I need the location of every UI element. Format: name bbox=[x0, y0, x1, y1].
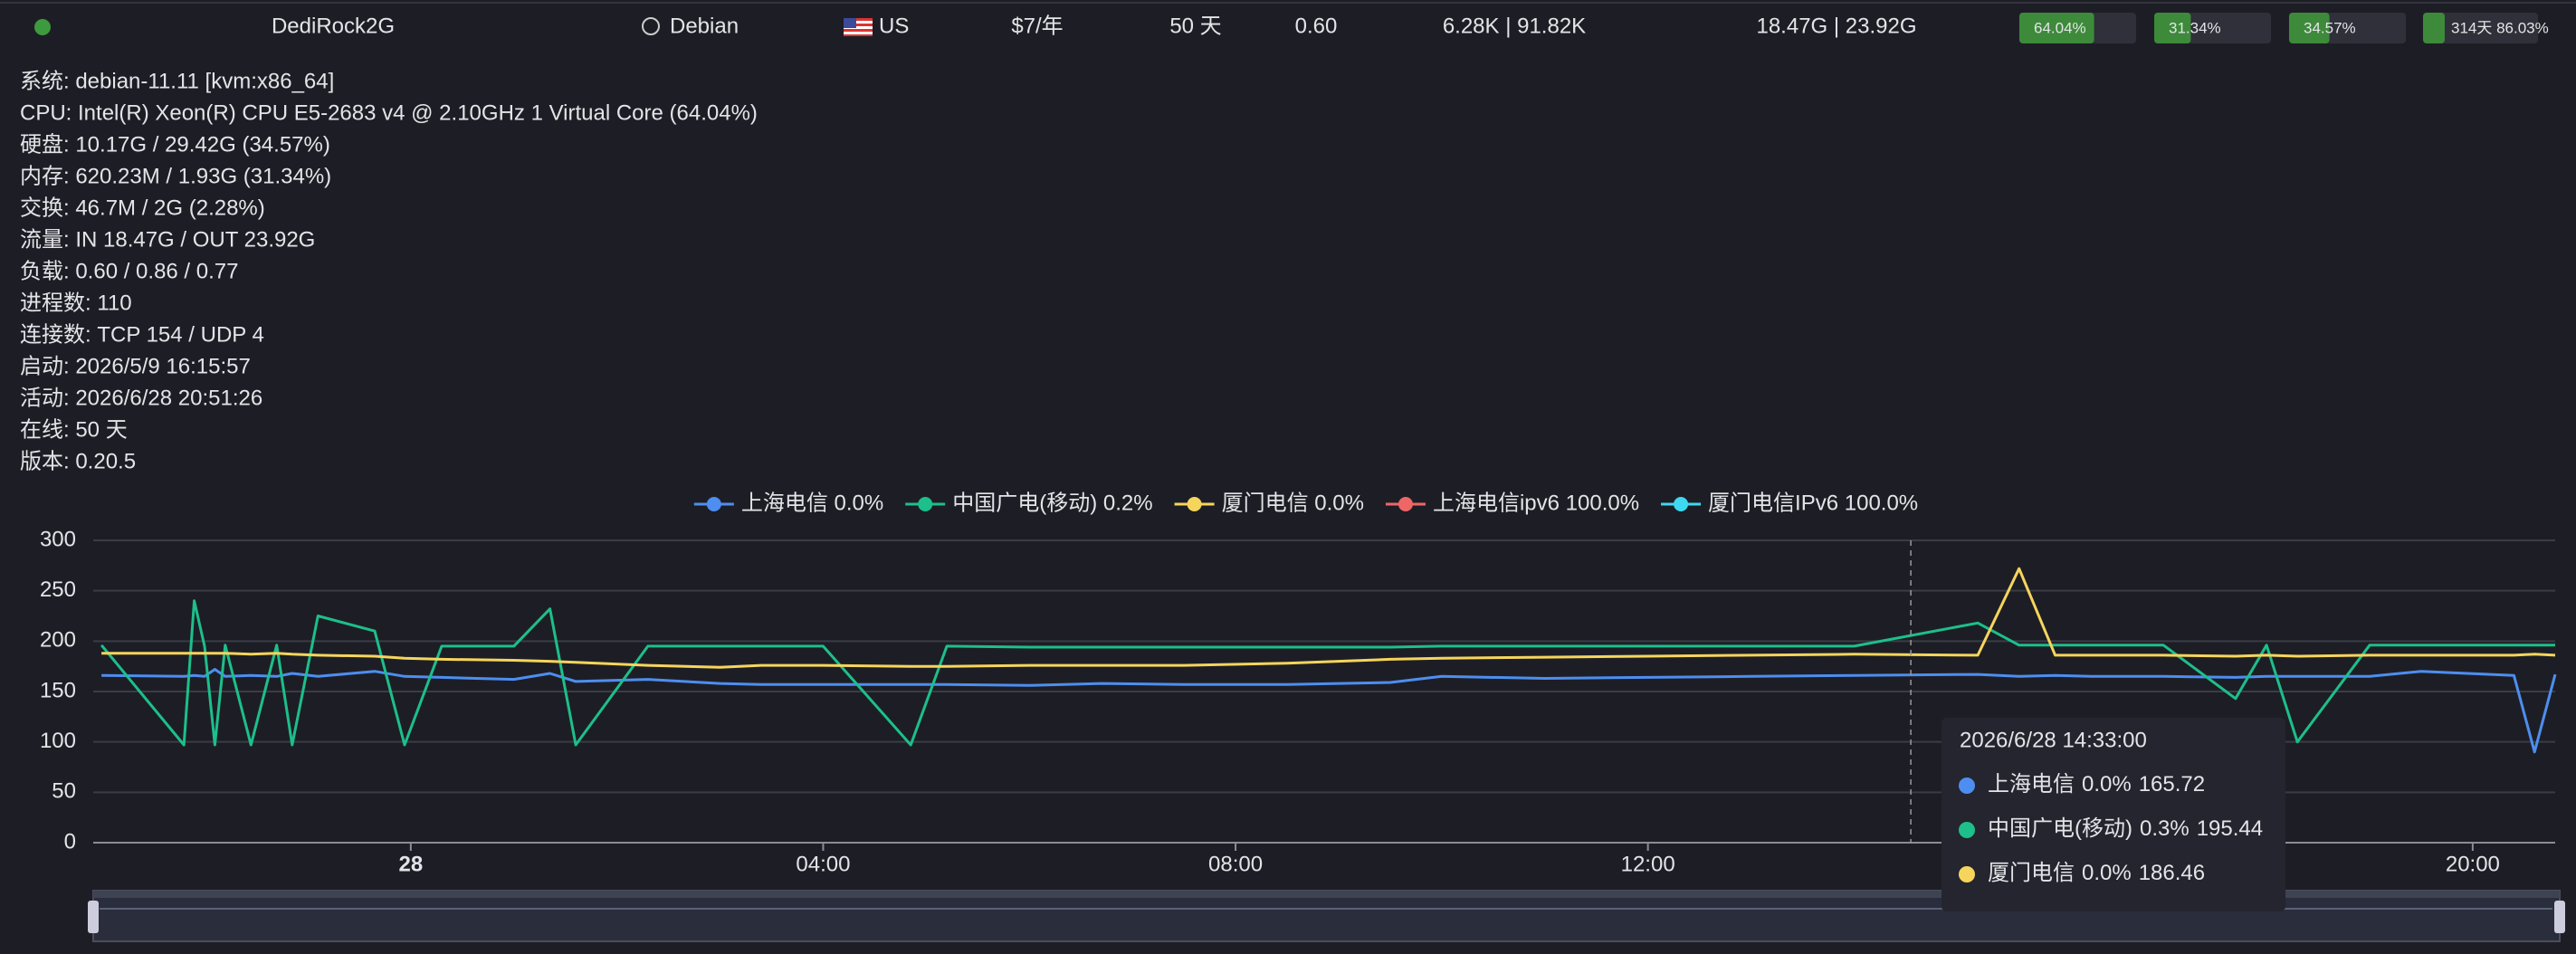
legend-marker bbox=[1674, 497, 1689, 511]
legend-label[interactable]: 厦门电信IPv6 100.0% bbox=[1708, 491, 1918, 515]
tooltip-value: 165.72 bbox=[2139, 772, 2205, 797]
legend-label[interactable]: 中国广电(移动) 0.2% bbox=[952, 491, 1152, 515]
detail-line: 启动: 2026/5/9 16:15:57 bbox=[20, 354, 251, 378]
x-tick-label: 28 bbox=[398, 852, 423, 876]
data-zoom[interactable] bbox=[88, 890, 2565, 942]
flag-stripe bbox=[844, 32, 873, 34]
series-line bbox=[101, 567, 2556, 669]
legend: 上海电信 0.0% 中国广电(移动) 0.2% 厦门电信 0.0% 上海电信ipv6 … bbox=[693, 491, 1918, 515]
zoom-handle[interactable] bbox=[2554, 901, 2565, 933]
meter-label: 34.57% bbox=[2304, 19, 2356, 36]
x-tick-label: 12:00 bbox=[1621, 852, 1675, 876]
detail-line: 活动: 2026/6/28 20:51:26 bbox=[20, 386, 262, 410]
expiry-track bbox=[2423, 13, 2538, 43]
y-tick-label: 150 bbox=[40, 678, 76, 702]
x-tick-label: 08:00 bbox=[1208, 852, 1263, 876]
tooltip-row: 中国广电(移动) 0.3% 195.44 bbox=[1988, 816, 2263, 841]
legend-marker bbox=[918, 497, 933, 511]
status-dot bbox=[34, 19, 51, 35]
tooltip-name: 中国广电(移动) bbox=[1988, 816, 2132, 841]
server-name: DediRock2G bbox=[272, 14, 395, 38]
detail-line: 版本: 0.20.5 bbox=[20, 449, 136, 473]
os: Debian bbox=[670, 14, 739, 38]
meter-fill bbox=[2154, 13, 2191, 43]
y-tick-label: 100 bbox=[40, 729, 76, 753]
tooltip-value: 195.44 bbox=[2197, 816, 2263, 841]
detail-line: 硬盘: 10.17G / 29.42G (34.57%) bbox=[20, 132, 330, 157]
y-tick-label: 0 bbox=[64, 829, 76, 854]
y-tick-label: 50 bbox=[52, 779, 76, 804]
tooltip-box bbox=[1942, 718, 2285, 911]
tooltip-loss: 0.0% bbox=[2082, 772, 2132, 797]
detail-line: 进程数: 110 bbox=[20, 291, 132, 315]
tooltip-marker bbox=[1959, 866, 1975, 882]
legend-label[interactable]: 上海电信 0.0% bbox=[741, 491, 883, 515]
flag-icon bbox=[844, 18, 873, 36]
tooltip-loss: 0.0% bbox=[2082, 861, 2132, 885]
flag-stripe bbox=[844, 21, 873, 24]
detail-line: 负载: 0.60 / 0.86 / 0.77 bbox=[20, 259, 238, 283]
tooltip-row: 厦门电信 0.0% 186.46 bbox=[1988, 861, 2205, 885]
series-line bbox=[100, 599, 2555, 747]
detail-line: 系统: debian-11.11 [kvm:x86_64] bbox=[20, 69, 334, 93]
legend-marker bbox=[1398, 497, 1413, 511]
os-icon bbox=[642, 17, 660, 35]
tooltip-name: 厦门电信 bbox=[1988, 861, 2075, 885]
legend-marker bbox=[706, 497, 721, 511]
meter-fill bbox=[2019, 13, 2094, 43]
tooltip-row: 上海电信 0.0% 165.72 bbox=[1988, 772, 2205, 797]
tooltip-name: 上海电信 bbox=[1988, 772, 2075, 797]
uptime: 50 天 bbox=[1169, 14, 1221, 38]
tooltip-marker bbox=[1959, 778, 1975, 794]
tooltip-marker bbox=[1959, 822, 1975, 838]
y-tick-label: 250 bbox=[40, 577, 76, 602]
detail-line: 连接数: TCP 154 / UDP 4 bbox=[20, 322, 264, 347]
tooltip-title: 2026/6/28 14:33:00 bbox=[1960, 728, 2147, 752]
detail-line: 交换: 46.7M / 2G (2.28%) bbox=[20, 196, 265, 220]
tooltip-loss: 0.3% bbox=[2140, 816, 2190, 841]
x-tick-label: 20:00 bbox=[2446, 852, 2500, 876]
expiry: 314天 86.03% bbox=[2451, 19, 2549, 36]
meter-fill bbox=[2289, 13, 2330, 43]
meter-label: 64.04% bbox=[2034, 19, 2086, 36]
x-tick-label: 04:00 bbox=[796, 852, 850, 876]
expiry-fill bbox=[2423, 13, 2445, 43]
y-tick-label: 300 bbox=[40, 527, 76, 551]
flag-stripe bbox=[844, 26, 873, 29]
zoom-handle[interactable] bbox=[88, 901, 99, 933]
country: US bbox=[879, 14, 909, 38]
zoom-bar bbox=[93, 891, 2560, 898]
y-tick-label: 200 bbox=[40, 628, 76, 653]
detail-line: CPU: Intel(R) Xeon(R) CPU E5-2683 v4 @ 2… bbox=[20, 100, 758, 125]
detail-line: 内存: 620.23M / 1.93G (31.34%) bbox=[20, 164, 331, 188]
traffic: 18.47G | 23.92G bbox=[1756, 14, 1916, 38]
tooltip-value: 186.46 bbox=[2139, 861, 2205, 885]
network: 6.28K | 91.82K bbox=[1443, 14, 1586, 38]
detail-line: 流量: IN 18.47G / OUT 23.92G bbox=[20, 227, 315, 252]
detail-line: 在线: 50 天 bbox=[20, 417, 128, 442]
flag-canton bbox=[844, 18, 856, 28]
legend-label[interactable]: 厦门电信 0.0% bbox=[1222, 491, 1364, 515]
meter-label: 31.34% bbox=[2169, 19, 2221, 36]
load: 0.60 bbox=[1295, 14, 1338, 38]
legend-label[interactable]: 上海电信ipv6 100.0% bbox=[1433, 491, 1639, 515]
price: $7/年 bbox=[1011, 14, 1063, 38]
legend-marker bbox=[1187, 497, 1202, 511]
